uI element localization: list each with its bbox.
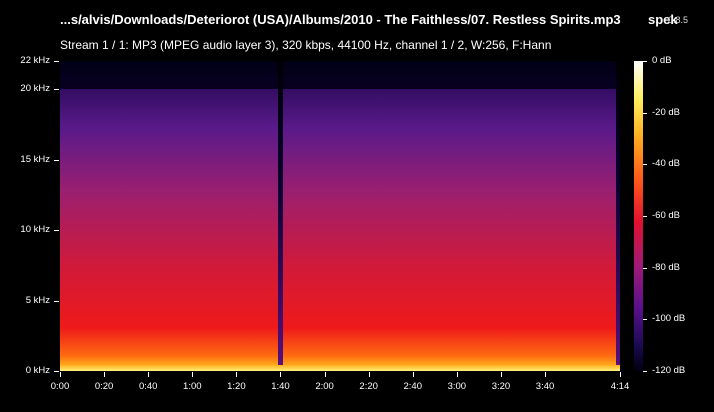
db-tick-mark [643,371,647,372]
y-tick-label: 5 kHz [25,294,50,306]
db-tick-label: -60 dB [652,210,680,221]
x-tick-label: 1:20 [227,381,246,392]
app-version: 0.8.5 [668,15,689,25]
x-tick-mark [148,372,150,377]
db-tick-label: 0 dB [652,55,672,66]
y-tick-label: 20 kHz [20,83,50,95]
db-tick-label: -80 dB [652,261,680,273]
x-tick-mark [192,372,194,377]
x-tick-mark [545,372,547,377]
x-tick-label: 3:00 [447,381,467,392]
low-frequency-band [60,365,620,371]
x-tick-mark [280,372,282,377]
x-tick-label: 3:20 [491,381,511,392]
db-colorbar [634,61,643,371]
x-tick-mark [620,372,621,377]
x-tick-label: 1:40 [271,381,290,392]
x-tick-mark [412,372,414,377]
x-tick-mark [324,372,326,377]
db-tick-label: -120 dB [652,365,686,376]
y-tick-mark [54,89,59,91]
y-tick-label: 10 kHz [20,224,50,236]
db-tick-label: -20 dB [652,106,680,118]
x-tick-label: 2:40 [403,381,423,392]
x-tick-mark [60,372,61,377]
db-tick-mark [643,61,647,62]
db-tick-mark [643,216,647,217]
x-tick-label: 4:14 [610,381,630,392]
x-tick-mark [236,372,238,377]
spectrogram-plot [60,61,620,371]
y-tick-mark [54,230,59,232]
file-title: ...s/alvis/Downloads/Deteriorot (USA)/Al… [60,12,621,27]
silence-gap [278,61,283,371]
lowpass-cutoff-band [60,61,620,90]
db-tick-mark [643,164,647,166]
db-tick-label: -100 dB [652,313,686,325]
silence-gap [615,61,620,371]
x-tick-mark [368,372,370,377]
y-tick-label: 0 kHz [25,365,50,376]
x-tick-label: 3:40 [535,381,555,392]
y-tick-mark [54,61,59,62]
stream-info: Stream 1 / 1: MP3 (MPEG audio layer 3), … [60,38,552,52]
db-tick-label: -40 dB [652,158,680,170]
x-tick-label: 2:00 [315,381,334,392]
y-tick-mark [54,371,59,372]
x-tick-label: 0:40 [138,381,158,392]
db-tick-mark [643,267,647,269]
db-tick-mark [643,319,647,321]
x-tick-label: 2:20 [359,381,378,392]
y-tick-label: 15 kHz [20,153,50,165]
y-tick-label: 22 kHz [20,55,50,66]
x-tick-label: 0:20 [94,381,114,392]
app-brand: spek [648,12,678,27]
y-tick-mark [54,159,59,161]
x-tick-mark [500,372,502,377]
x-tick-label: 0:00 [50,381,70,392]
x-tick-label: 1:00 [183,381,202,392]
x-tick-mark [104,372,106,377]
db-tick-mark [643,112,647,114]
y-tick-mark [54,300,59,302]
x-tick-mark [456,372,458,377]
